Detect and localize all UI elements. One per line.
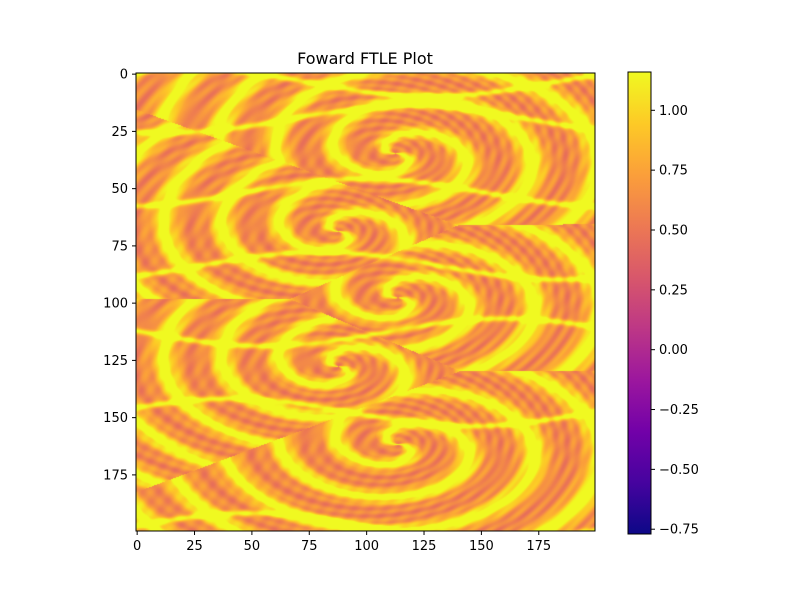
x-tick-label: 75 [301, 539, 318, 554]
colorbar-tick-label: 0.50 [659, 223, 688, 238]
x-axis: 0 25 50 75 100 125 150 175 [133, 531, 551, 554]
x-tick-label: 0 [133, 539, 141, 554]
plot-frame [135, 72, 596, 532]
y-tick-label: 175 [103, 468, 128, 483]
colorbar-tick-label: 0.75 [659, 164, 688, 179]
x-tick-label: 100 [354, 539, 379, 554]
y-tick-label: 150 [103, 411, 128, 426]
y-tick-label: 50 [111, 182, 128, 197]
chart-title: Foward FTLE Plot [297, 49, 433, 68]
heatmap-area [136, 73, 595, 531]
y-tick-label: 100 [103, 297, 128, 312]
colorbar-tick-label: 1.00 [659, 104, 688, 119]
x-tick-label: 150 [469, 539, 494, 554]
colorbar-tick-label: −0.50 [659, 463, 699, 478]
x-tick-label: 125 [412, 539, 437, 554]
x-tick-label: 175 [526, 539, 551, 554]
y-tick-label: 0 [120, 68, 128, 83]
y-tick-label: 75 [111, 239, 128, 254]
colorbar-ticks: 1.00 0.75 0.50 0.25 0.00 −0.25 −0.50 −0.75 [651, 104, 699, 538]
y-axis: 0 25 50 75 100 125 150 175 [103, 68, 136, 483]
y-tick-label: 125 [103, 354, 128, 369]
colorbar-gradient [628, 72, 651, 534]
colorbar-tick-label: −0.75 [659, 523, 699, 538]
colorbar-tick-label: 0.00 [659, 343, 688, 358]
colorbar-tick-label: 0.25 [659, 283, 688, 298]
y-tick-label: 25 [111, 125, 128, 140]
x-tick-label: 25 [186, 539, 203, 554]
x-tick-label: 50 [244, 539, 261, 554]
ftle-heatmap [136, 73, 595, 531]
colorbar-tick-label: −0.25 [659, 403, 699, 418]
colorbar-frame [627, 71, 652, 535]
colorbar: 1.00 0.75 0.50 0.25 0.00 −0.25 −0.50 −0.75 [627, 71, 699, 538]
